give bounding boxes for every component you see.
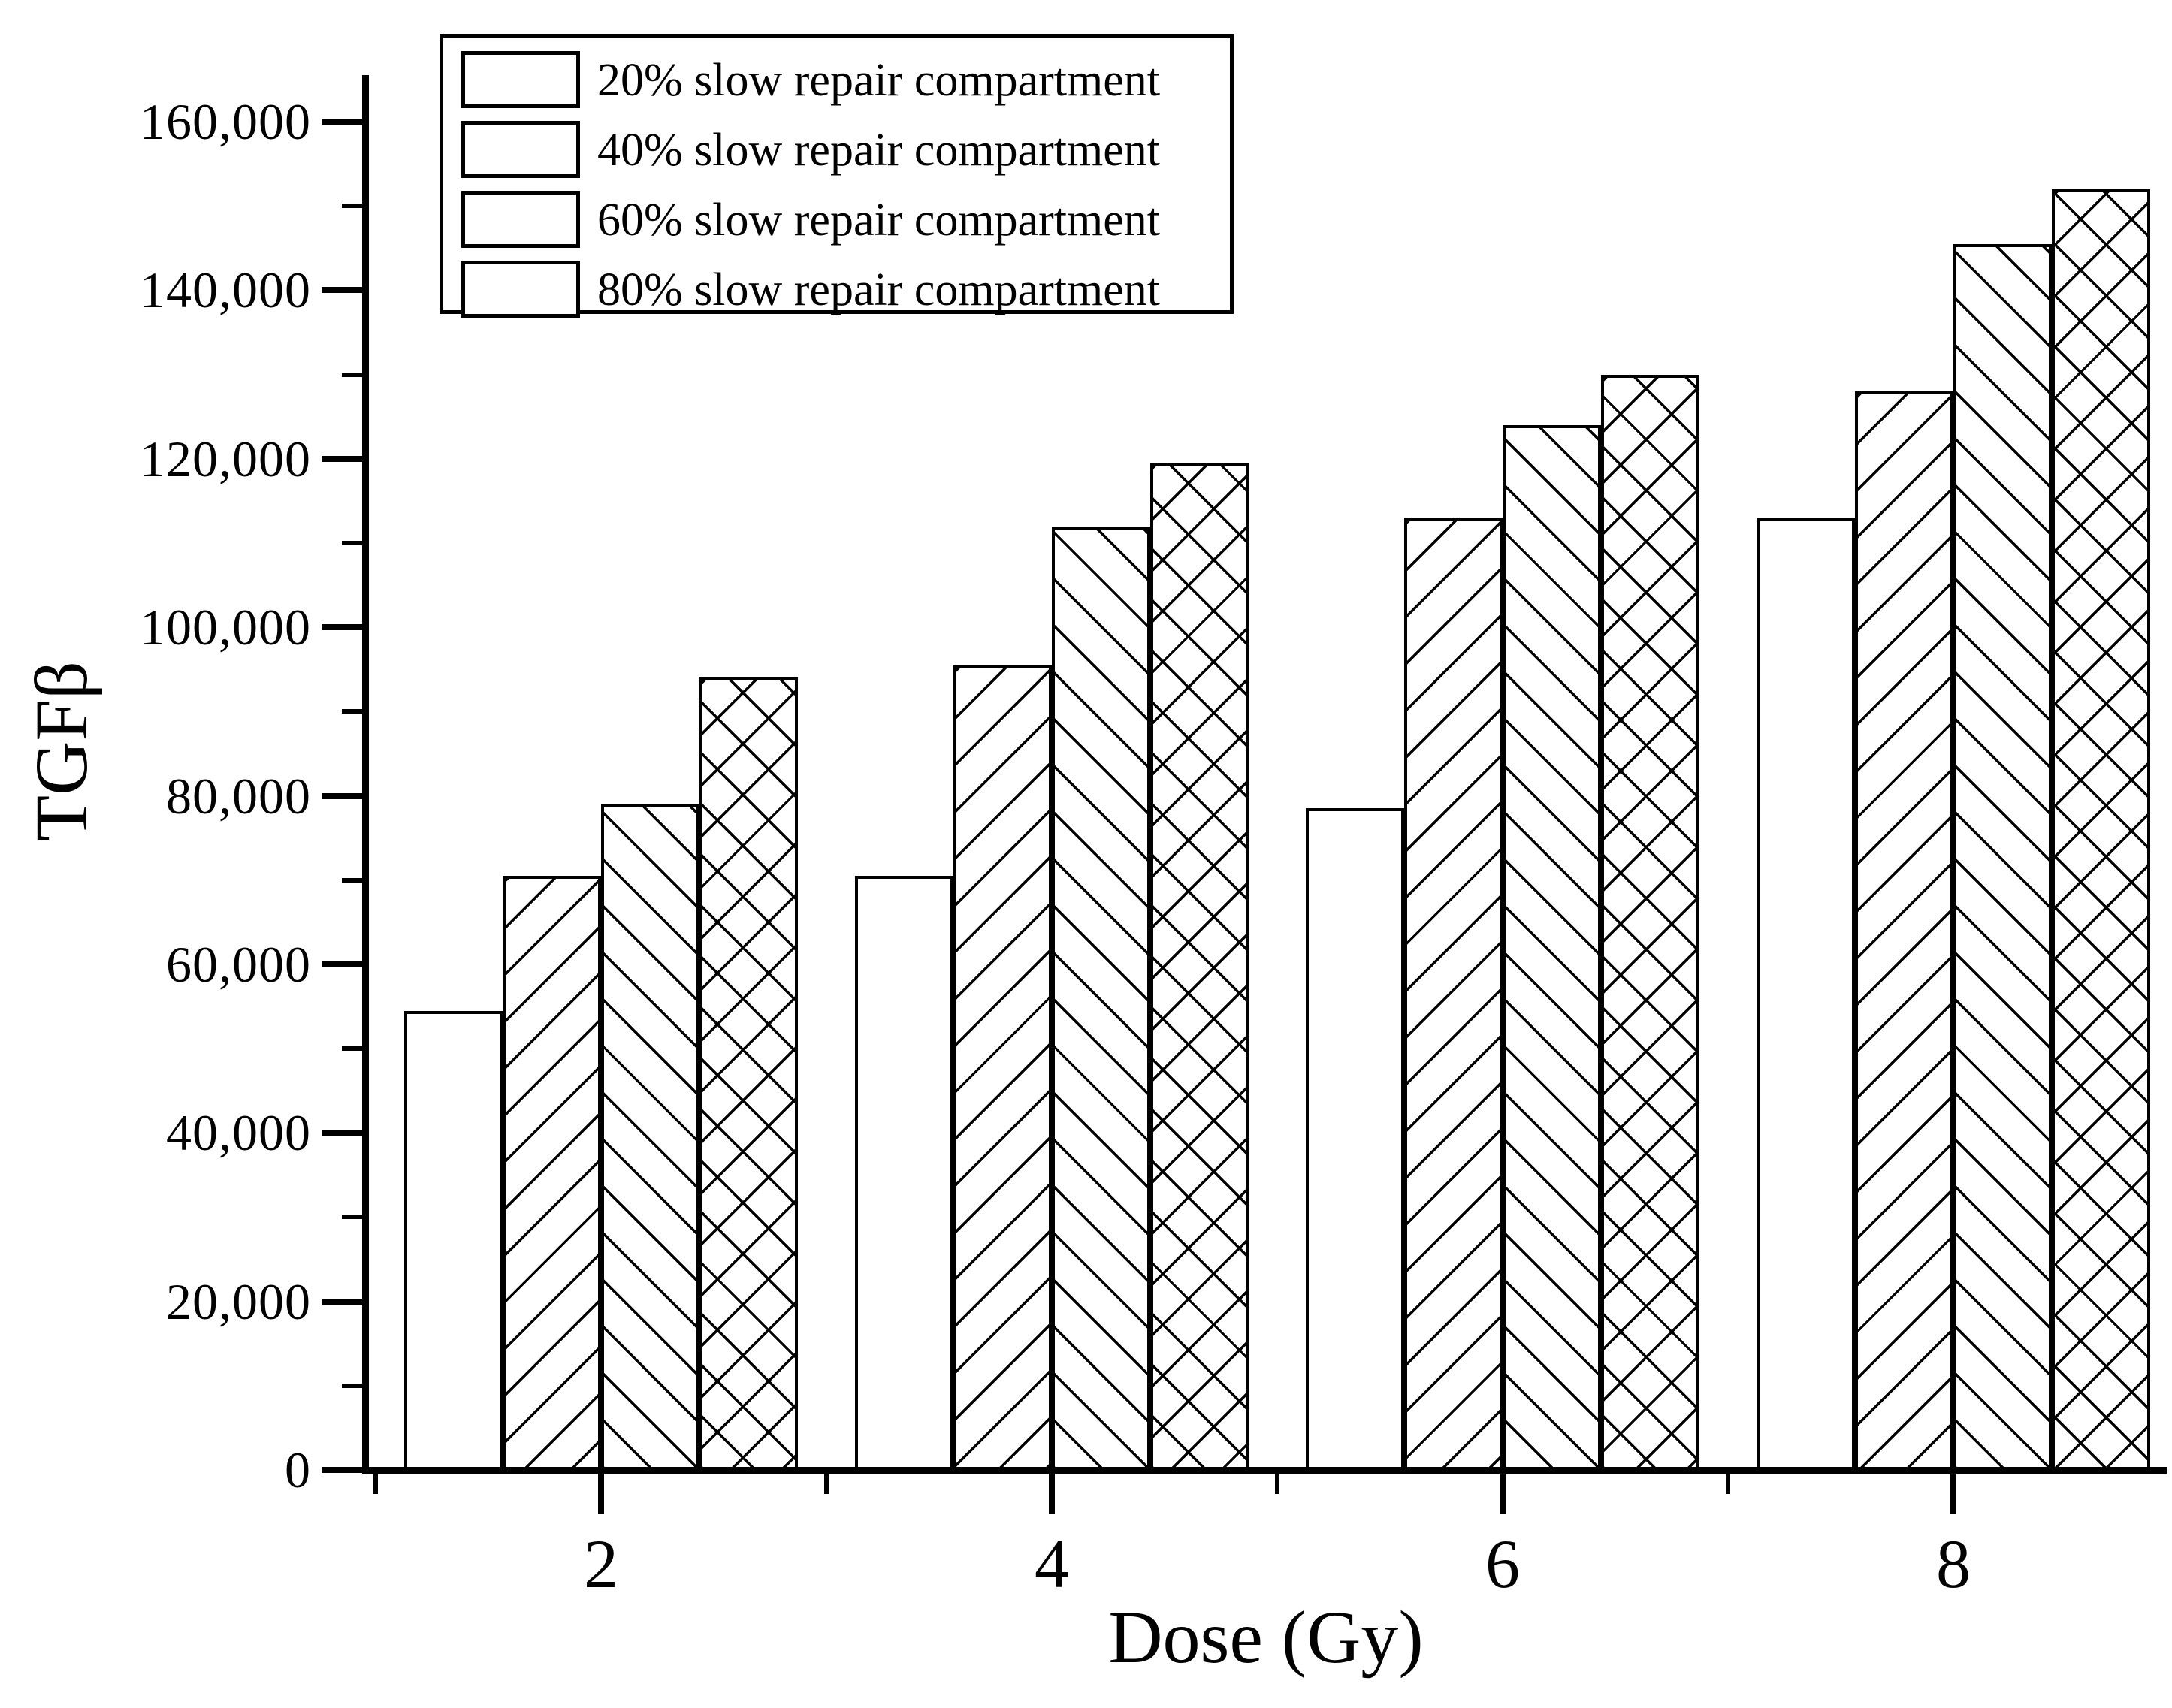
bar-dose-8-diagonal-up-hatch	[1855, 391, 1953, 1473]
bar-dose-2-diagonal-up-hatch	[503, 876, 601, 1473]
legend-swatch-none-icon	[461, 51, 580, 108]
y-tick-label: 120,000	[140, 430, 311, 487]
bar-dose-6-none-hatch	[1306, 808, 1404, 1473]
legend-item: 60% slow repair compartment	[443, 185, 1230, 255]
y-tick-label: 160,000	[140, 93, 311, 150]
y-tick-label: 140,000	[140, 261, 311, 318]
y-tick-label: 0	[285, 1441, 311, 1498]
legend-swatch-diagonal-down-icon	[461, 191, 580, 248]
bar-dose-4-crosshatch-hatch	[1150, 463, 1249, 1473]
legend-label: 80% slow repair compartment	[597, 264, 1160, 315]
y-minor-tick	[342, 204, 362, 208]
y-major-tick	[322, 793, 362, 799]
legend-item: 40% slow repair compartment	[443, 115, 1230, 185]
bar-dose-4-diagonal-down-hatch	[1052, 527, 1150, 1473]
y-minor-tick	[342, 1046, 362, 1051]
x-minor-tick	[1726, 1474, 1730, 1494]
x-minor-tick	[824, 1474, 829, 1494]
x-axis-line	[362, 1467, 2167, 1474]
y-tick-label: 100,000	[140, 599, 311, 656]
y-tick-label: 20,000	[166, 1273, 311, 1330]
x-tick-label: 2	[584, 1525, 618, 1602]
y-major-tick	[322, 119, 362, 125]
legend: 20% slow repair compartment 40% slow repa…	[440, 34, 1234, 318]
y-major-tick	[322, 1130, 362, 1136]
x-tick-label: 6	[1485, 1525, 1520, 1602]
x-major-tick	[1500, 1474, 1506, 1514]
bar-dose-8-crosshatch-hatch	[2052, 189, 2150, 1473]
bar-dose-2-none-hatch	[404, 1011, 503, 1473]
legend-label: 20% slow repair compartment	[597, 54, 1160, 106]
bar-dose-2-crosshatch-hatch	[699, 677, 798, 1473]
y-minor-tick	[342, 709, 362, 714]
x-tick-label: 8	[1936, 1525, 1971, 1602]
y-axis-line	[362, 75, 369, 1473]
bar-dose-6-diagonal-down-hatch	[1503, 425, 1601, 1473]
legend-item: 80% slow repair compartment	[443, 255, 1230, 324]
bar-dose-8-none-hatch	[1757, 518, 1855, 1473]
y-tick-label: 80,000	[166, 768, 311, 825]
x-major-tick	[598, 1474, 604, 1514]
x-minor-tick	[1275, 1474, 1279, 1494]
y-minor-tick	[342, 878, 362, 883]
x-tick-label: 4	[1035, 1525, 1069, 1602]
y-major-tick	[322, 456, 362, 462]
x-major-tick	[1950, 1474, 1956, 1514]
legend-label: 40% slow repair compartment	[597, 124, 1160, 176]
bar-dose-2-diagonal-down-hatch	[601, 804, 699, 1473]
y-major-tick	[322, 961, 362, 967]
y-tick-label: 60,000	[166, 936, 311, 993]
bar-dose-4-diagonal-up-hatch	[953, 665, 1052, 1473]
legend-swatch-diagonal-up-icon	[461, 121, 580, 178]
bar-dose-4-none-hatch	[855, 876, 953, 1473]
y-minor-tick	[342, 1384, 362, 1388]
y-axis-title: TGFβ	[20, 661, 103, 841]
y-major-tick	[322, 287, 362, 293]
x-minor-tick	[373, 1474, 378, 1494]
legend-swatch-crosshatch-icon	[461, 261, 580, 318]
legend-label: 60% slow repair compartment	[597, 194, 1160, 246]
bar-dose-6-diagonal-up-hatch	[1404, 518, 1503, 1473]
y-major-tick	[322, 1467, 362, 1473]
y-minor-tick	[342, 373, 362, 377]
y-minor-tick	[342, 541, 362, 545]
y-tick-label: 40,000	[166, 1104, 311, 1161]
legend-item: 20% slow repair compartment	[443, 45, 1230, 115]
bar-dose-6-crosshatch-hatch	[1601, 375, 1699, 1473]
y-minor-tick	[342, 1215, 362, 1219]
y-major-tick	[322, 624, 362, 630]
x-axis-title: Dose (Gy)	[1108, 1595, 1424, 1679]
x-major-tick	[1049, 1474, 1055, 1514]
bar-dose-8-diagonal-down-hatch	[1953, 244, 2052, 1473]
y-major-tick	[322, 1299, 362, 1305]
